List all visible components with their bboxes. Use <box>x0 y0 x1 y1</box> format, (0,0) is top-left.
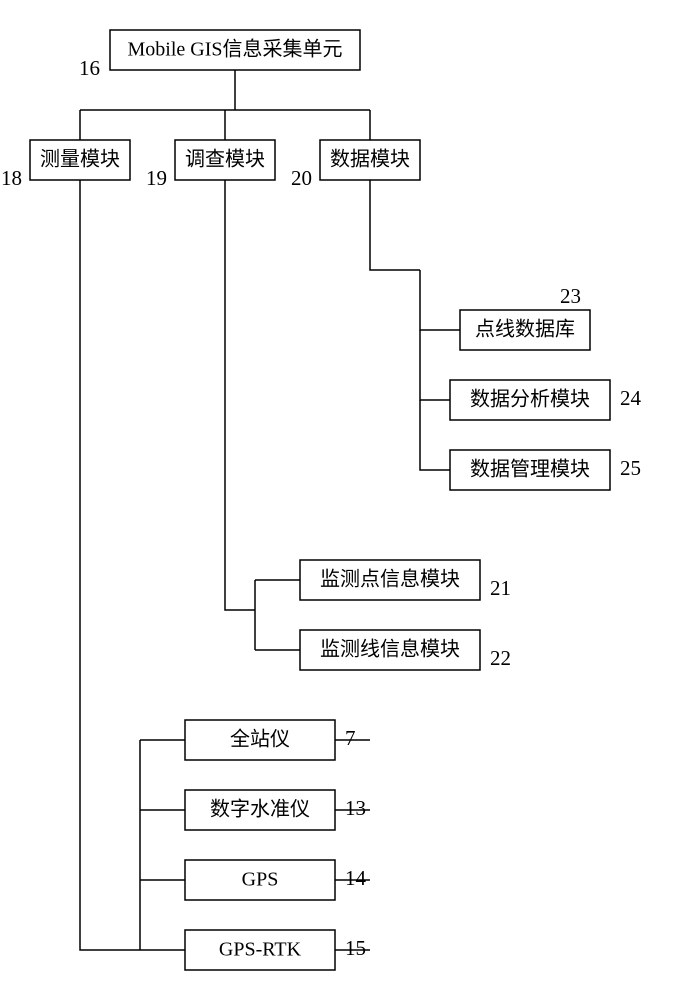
label-tstn: 全站仪 <box>230 728 290 751</box>
edge-7 <box>420 330 450 400</box>
edge-9 <box>225 180 255 610</box>
num-mpoint: 21 <box>490 576 511 600</box>
label-db: 点线数据库 <box>475 318 575 341</box>
label-rtk: GPS-RTK <box>219 939 302 961</box>
edge-8 <box>420 400 450 470</box>
num-meas: 18 <box>1 166 22 190</box>
label-gps: GPS <box>242 869 279 891</box>
label-mline: 监测线信息模块 <box>320 638 460 661</box>
num-ana: 24 <box>620 386 642 410</box>
num-data: 20 <box>291 166 312 190</box>
num-mline: 22 <box>490 646 511 670</box>
label-surv: 调查模块 <box>185 148 265 171</box>
label-dlvl: 数字水准仪 <box>210 798 310 821</box>
num-db: 23 <box>560 284 581 308</box>
num-dlvl: 13 <box>345 796 366 820</box>
label-mgr: 数据管理模块 <box>470 458 590 481</box>
label-mpoint: 监测点信息模块 <box>320 568 460 591</box>
label-root: Mobile GIS信息采集单元 <box>128 38 343 61</box>
label-data: 数据模块 <box>330 148 410 171</box>
label-ana: 数据分析模块 <box>470 388 590 411</box>
label-meas: 测量模块 <box>40 148 120 171</box>
num-mgr: 25 <box>620 456 641 480</box>
num-tstn: 7 <box>345 726 356 750</box>
edge-5 <box>370 180 420 270</box>
edge-13 <box>80 180 140 950</box>
edge-6 <box>420 270 460 330</box>
num-rtk: 15 <box>345 936 366 960</box>
num-surv: 19 <box>146 166 167 190</box>
gis-diagram: Mobile GIS信息采集单元 16 测量模块 18 调查模块 19 数据模块 20 点线数据… <box>0 0 678 1000</box>
num-root: 16 <box>79 56 100 80</box>
num-gps: 14 <box>345 866 367 890</box>
